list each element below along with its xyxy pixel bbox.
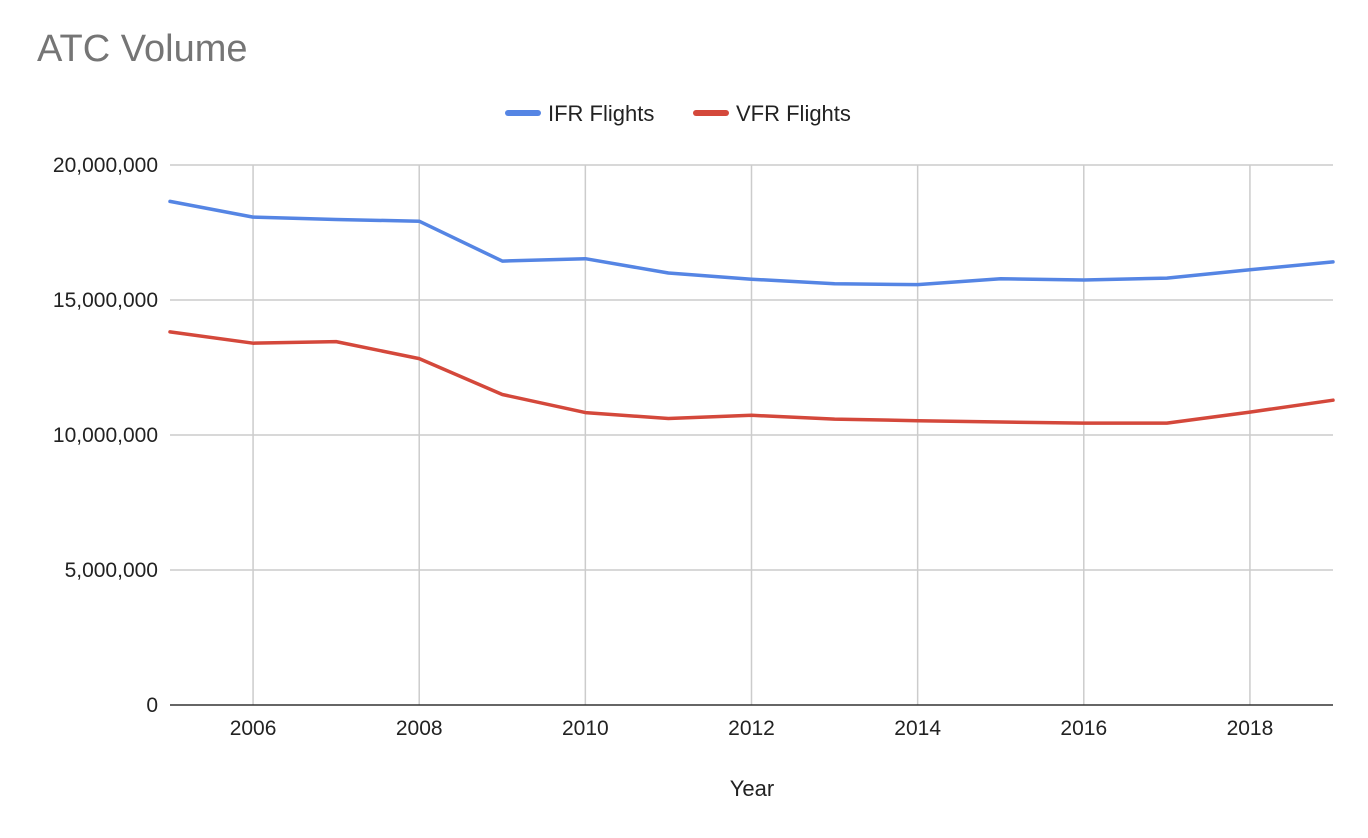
- x-tick-label: 2016: [1060, 717, 1107, 740]
- x-tick-label: 2018: [1227, 717, 1274, 740]
- chart-title: ATC Volume: [37, 28, 248, 70]
- y-tick-label: 20,000,000: [53, 154, 158, 177]
- x-tick-label: 2010: [562, 717, 609, 740]
- x-tick-label: 2006: [230, 717, 277, 740]
- x-tick-label: 2014: [894, 717, 941, 740]
- legend-label: VFR Flights: [736, 101, 851, 126]
- series-lines: [168, 199, 1335, 425]
- y-tick-label: 10,000,000: [53, 424, 158, 447]
- y-tick-label: 0: [146, 694, 158, 717]
- legend-label: IFR Flights: [548, 101, 654, 126]
- x-axis-title: Year: [730, 776, 774, 801]
- x-tick-label: 2008: [396, 717, 443, 740]
- x-tick-label: 2012: [728, 717, 775, 740]
- y-tick-label: 15,000,000: [53, 289, 158, 312]
- grid-lines: [170, 164, 1333, 705]
- y-tick-label: 5,000,000: [65, 559, 158, 582]
- axes: 0 5,000,000 10,000,000 15,000,000 20,000,000…: [53, 154, 1333, 740]
- legend: IFR Flights VFR Flights: [505, 101, 851, 126]
